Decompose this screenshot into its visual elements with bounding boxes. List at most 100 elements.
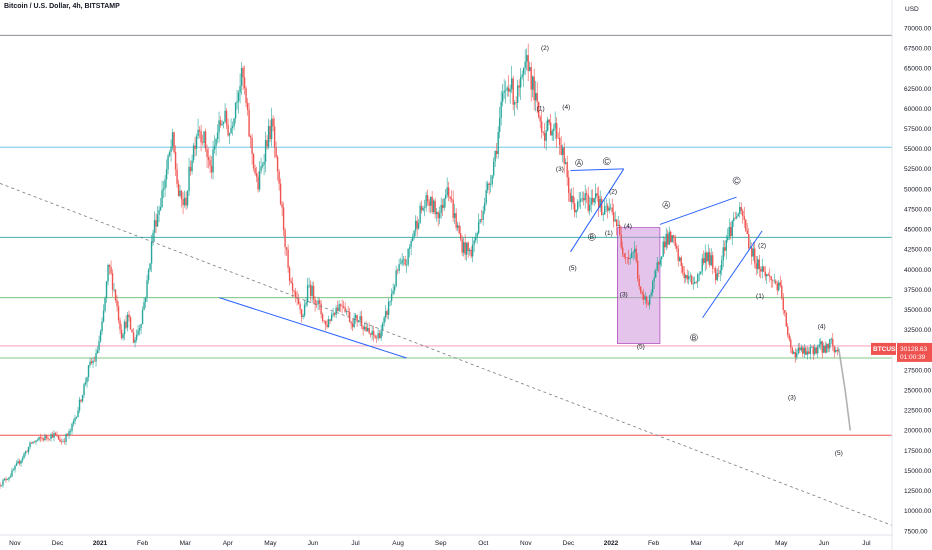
candle-body bbox=[545, 130, 547, 141]
candle-body bbox=[288, 267, 291, 281]
candle-body bbox=[667, 233, 669, 245]
y-tick-label: 45000.00 bbox=[904, 227, 931, 234]
candle-body bbox=[602, 214, 604, 216]
candle-body bbox=[219, 120, 222, 126]
candle-body bbox=[393, 286, 396, 291]
candle-body bbox=[426, 195, 429, 202]
candle-body bbox=[384, 311, 387, 318]
y-axis[interactable]: USD 7500.00 10000.00 12500.00 15000.00 17500.… bbox=[891, 0, 931, 550]
candle-body bbox=[573, 203, 576, 213]
candle-body bbox=[796, 353, 798, 358]
candle-body bbox=[321, 314, 324, 321]
candle-body bbox=[201, 142, 204, 144]
wave-label: (2) bbox=[541, 45, 549, 52]
candle-body bbox=[75, 417, 78, 418]
candle-body bbox=[60, 441, 63, 443]
x-tick-label: May bbox=[775, 540, 788, 547]
candle-body bbox=[731, 220, 733, 237]
candle-body bbox=[99, 331, 102, 342]
candle-body bbox=[782, 297, 784, 310]
candle-body bbox=[312, 285, 315, 300]
candle-body bbox=[453, 213, 456, 218]
wave-label: A bbox=[577, 160, 582, 167]
x-tick-label: Mar bbox=[691, 540, 703, 547]
candle-body bbox=[557, 137, 559, 139]
candle-body bbox=[126, 314, 129, 328]
wave-label: (1) bbox=[537, 105, 545, 112]
candle-body bbox=[836, 349, 838, 352]
candle-body bbox=[641, 292, 643, 295]
wave-label-circle bbox=[587, 233, 596, 241]
candle-body bbox=[230, 127, 232, 134]
candle-body bbox=[354, 315, 357, 319]
wave-label: (1) bbox=[756, 293, 764, 300]
candle-body bbox=[408, 247, 411, 249]
y-tick-label: 32500.00 bbox=[904, 327, 931, 334]
wave-label: (4) bbox=[818, 324, 826, 331]
candle-body bbox=[531, 76, 534, 90]
candle-body bbox=[293, 290, 295, 292]
candle-body bbox=[254, 168, 256, 174]
candle-body bbox=[468, 249, 471, 252]
candle-body bbox=[351, 323, 354, 328]
candle-body bbox=[51, 434, 54, 438]
candle-body bbox=[96, 350, 99, 354]
candle-body bbox=[395, 270, 397, 287]
candle-body bbox=[713, 268, 715, 269]
candle-body bbox=[197, 129, 199, 137]
candle-body bbox=[78, 399, 81, 411]
candle-body bbox=[252, 154, 255, 169]
candle-body bbox=[374, 335, 376, 338]
candle-body bbox=[491, 175, 493, 185]
candle-body bbox=[818, 344, 820, 347]
candle-body bbox=[620, 234, 622, 248]
candle-body bbox=[279, 183, 282, 204]
candle-body bbox=[212, 149, 214, 173]
candle-body bbox=[89, 361, 91, 366]
candle-body bbox=[647, 302, 649, 305]
candle-body bbox=[772, 279, 774, 281]
candle-body bbox=[90, 361, 93, 364]
candle-body bbox=[167, 155, 169, 170]
candle-body bbox=[39, 437, 42, 439]
x-tick-label: Nov bbox=[520, 540, 532, 547]
candle-body bbox=[588, 204, 591, 211]
candle-body bbox=[631, 252, 633, 258]
candle-body bbox=[420, 205, 423, 211]
candle-body bbox=[92, 360, 94, 364]
candle-body bbox=[697, 274, 699, 282]
candle-body bbox=[770, 276, 772, 280]
candle-body bbox=[533, 76, 535, 101]
candle-body bbox=[282, 207, 285, 231]
candle-body bbox=[724, 247, 726, 251]
candle-body bbox=[267, 126, 270, 147]
wave-label: B bbox=[590, 234, 594, 241]
candle-body bbox=[527, 55, 529, 71]
candle-body bbox=[320, 303, 322, 315]
trendline bbox=[219, 297, 407, 359]
candle-body bbox=[116, 300, 118, 307]
x-tick-label: Apr bbox=[734, 540, 745, 547]
candle-body bbox=[150, 241, 153, 264]
y-tick-label: 17500.00 bbox=[904, 448, 931, 455]
candle-body bbox=[290, 280, 292, 283]
candle-body bbox=[809, 346, 811, 354]
candle-body bbox=[119, 320, 121, 330]
candle-body bbox=[330, 314, 333, 321]
candle-body bbox=[74, 417, 76, 421]
candle-body bbox=[808, 351, 810, 354]
candle-body bbox=[518, 85, 520, 88]
candle-body bbox=[614, 219, 616, 222]
candle-body bbox=[0, 485, 3, 487]
candle-body bbox=[318, 300, 321, 304]
candle-body bbox=[3, 478, 6, 481]
ticker-symbol: BTCUSD bbox=[873, 346, 900, 353]
candle-body bbox=[294, 291, 297, 298]
candle-body bbox=[302, 315, 304, 318]
candle-body bbox=[72, 420, 75, 424]
candle-body bbox=[561, 147, 564, 155]
candle-body bbox=[417, 223, 420, 229]
candle-body bbox=[579, 199, 582, 202]
candle-body bbox=[398, 264, 400, 271]
